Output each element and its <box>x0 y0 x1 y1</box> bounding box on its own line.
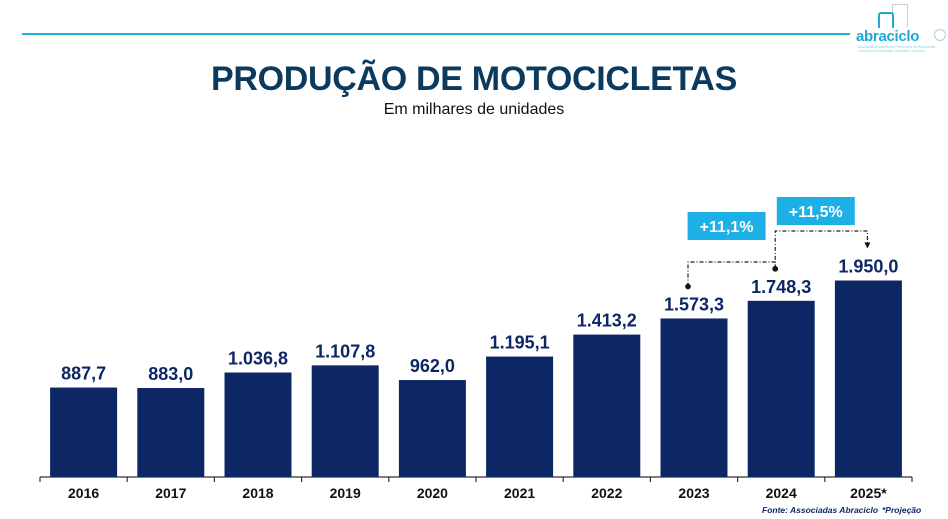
value-label: 883,0 <box>148 364 193 384</box>
bar-2019 <box>311 365 379 477</box>
bar-2017 <box>137 388 205 477</box>
value-label: 1.950,0 <box>838 257 898 277</box>
x-tick-label: 2016 <box>68 485 99 501</box>
x-tick-label: 2025* <box>850 485 887 501</box>
bar-2025* <box>834 280 902 477</box>
bar-2022 <box>573 334 641 477</box>
chart-title: PRODUÇÃO DE MOTOCICLETAS <box>210 60 738 98</box>
growth-connector <box>774 230 869 269</box>
source-note: Fonte: Associadas Abraciclo <box>762 505 879 515</box>
growth-badge-label: +11,1% <box>700 219 754 236</box>
abraciclo-logo: abraciclo Associação Brasileira dos Fabr… <box>850 4 948 56</box>
connector-arrow-icon <box>864 242 871 249</box>
growth-connector <box>687 261 776 287</box>
projection-note: *Projeção <box>882 505 922 515</box>
value-label: 962,0 <box>410 356 455 376</box>
logo-circle-icon <box>934 29 946 41</box>
value-label: 1.107,8 <box>315 341 375 361</box>
bar-2016 <box>50 387 118 477</box>
bar-2021 <box>486 356 554 477</box>
value-label: 1.413,2 <box>577 311 637 331</box>
x-tick-label: 2017 <box>155 485 186 501</box>
x-tick-label: 2018 <box>242 485 273 501</box>
x-tick-label: 2022 <box>591 485 622 501</box>
bar-2023 <box>660 318 728 477</box>
connector-dot <box>772 266 778 272</box>
value-label: 887,7 <box>61 364 106 384</box>
x-tick-label: 2020 <box>417 485 448 501</box>
value-label: 1.748,3 <box>751 277 811 297</box>
x-tick-label: 2023 <box>678 485 709 501</box>
x-tick-label: 2024 <box>766 485 797 501</box>
value-label: 1.195,1 <box>490 333 550 353</box>
logo-bike-icon <box>878 12 894 28</box>
value-label: 1.573,3 <box>664 294 724 314</box>
bar-2020 <box>398 380 466 477</box>
x-tick-label: 2021 <box>504 485 535 501</box>
logo-tagline: Associação Brasileira dos Fabricantes de… <box>858 45 936 53</box>
logo-wordmark: abraciclo <box>856 28 920 45</box>
connector-dot <box>685 283 691 290</box>
header-rule <box>22 33 850 35</box>
growth-badge <box>687 212 766 240</box>
value-label: 1.036,8 <box>228 349 288 369</box>
growth-badge-label: +11,5% <box>789 204 843 221</box>
x-tick-label: 2019 <box>330 485 361 501</box>
chart-subtitle: Em milhares de unidades <box>383 101 565 118</box>
bar-2024 <box>747 300 815 477</box>
growth-badge <box>776 197 855 225</box>
bar-2018 <box>224 372 292 477</box>
